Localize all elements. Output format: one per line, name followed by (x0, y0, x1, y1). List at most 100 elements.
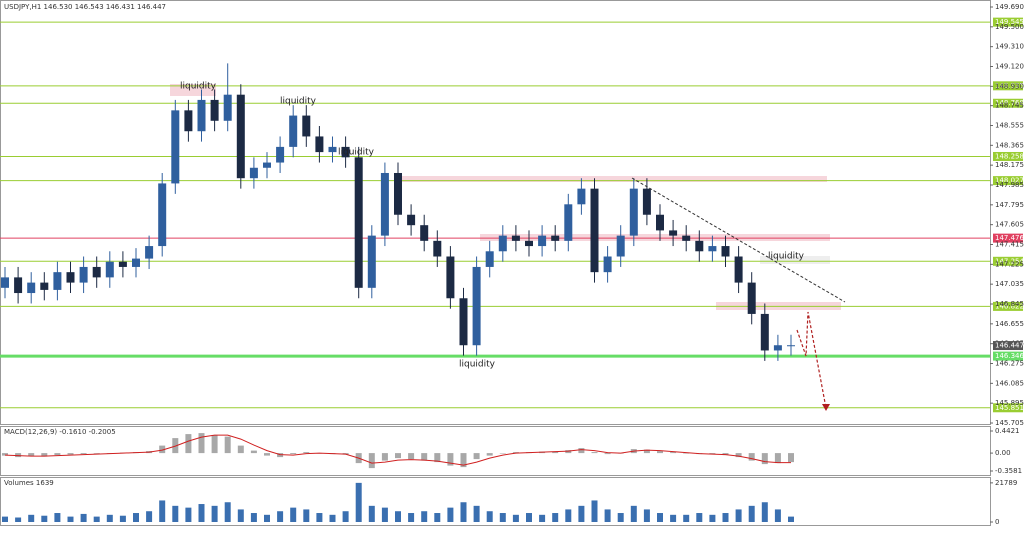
candle-body (656, 214, 664, 231)
macd-panel (0, 426, 991, 476)
candle-body (760, 313, 769, 351)
candle-body (590, 188, 599, 273)
candle-body (341, 146, 350, 158)
y-tick-label: 149.120 (995, 63, 1024, 71)
volume-bar (159, 500, 166, 522)
macd-bar (159, 445, 166, 454)
volume-bar (486, 511, 493, 522)
volume-bar (355, 482, 362, 522)
macd-bar (2, 453, 8, 456)
macd-bar (303, 452, 310, 454)
volume-bar (735, 509, 742, 522)
level-label-box (993, 81, 1023, 91)
zone (760, 256, 830, 264)
volume-bar (591, 500, 598, 522)
macd-bar (93, 453, 100, 454)
candle-body (197, 99, 206, 132)
candle-body (525, 240, 533, 247)
candle-body (145, 246, 154, 259)
candle-body (236, 94, 245, 179)
volume-bar (172, 505, 179, 522)
level-label-box (993, 403, 1023, 413)
volume-bar (748, 505, 755, 522)
candle-body (92, 266, 101, 278)
candle-body (171, 110, 180, 184)
level-label: 148.258 (995, 152, 1024, 160)
annotation: liquidity (180, 82, 217, 92)
zone (480, 234, 830, 241)
volume-bar (617, 513, 624, 522)
candle-body (302, 115, 311, 137)
price-box (993, 341, 1023, 351)
candle-body (66, 272, 75, 283)
y-tick-label: 0.4421 (995, 427, 1020, 435)
candle-body (708, 246, 717, 252)
annotation: liquidity (338, 148, 375, 158)
candle-body (263, 162, 271, 168)
volume-bar (303, 509, 310, 522)
volume-bar (119, 515, 126, 522)
volume-bar (316, 513, 323, 522)
y-tick-label: 147.985 (995, 181, 1024, 189)
volume-bar (788, 516, 794, 522)
y-tick-label: 147.605 (995, 221, 1024, 229)
macd-bar (552, 451, 559, 454)
candle-body (210, 99, 219, 121)
macd-bar (395, 453, 401, 459)
volume-bar (722, 513, 729, 522)
candle-body (105, 261, 114, 278)
volume-bar (237, 509, 244, 522)
volume-bar (761, 502, 768, 522)
level-label-box (993, 256, 1023, 266)
candle-body (446, 256, 455, 299)
y-tick-label: 149.310 (995, 43, 1024, 51)
y-tick-label: 148.930 (995, 82, 1024, 90)
macd-bar (604, 453, 611, 455)
y-tick-label: 147.795 (995, 201, 1024, 209)
volume-bar (15, 517, 22, 522)
zone (170, 84, 216, 96)
volume-bar (670, 514, 677, 522)
macd-bar (80, 453, 87, 455)
volume-bar (342, 511, 349, 522)
y-tick-label: 146.655 (995, 320, 1024, 328)
trend-line (631, 177, 846, 303)
candle-body (577, 188, 586, 205)
candle-body (564, 204, 573, 241)
candle-body (27, 282, 36, 294)
volume-bar (368, 505, 375, 522)
level-label: 145.851 (995, 404, 1024, 412)
volume-title: Volumes 1639 (4, 479, 54, 487)
volume-bar (106, 514, 113, 522)
level-label-box (993, 301, 1023, 311)
macd-bar (185, 434, 192, 454)
y-tick-label: 21789 (995, 479, 1017, 487)
y-tick-label: 149.690 (995, 3, 1024, 11)
volume-bar (630, 505, 637, 522)
volume-bar (578, 505, 585, 522)
candle-body (721, 246, 730, 257)
macd-title: MACD(12,26,9) -0.1610 -0.2005 (4, 428, 116, 436)
macd-bar (591, 452, 598, 454)
volume-bar (211, 505, 218, 522)
level-label-box (993, 233, 1023, 243)
macd-bar (41, 453, 48, 457)
level-label-box (993, 351, 1023, 361)
volume-bar (434, 513, 441, 522)
y-tick-label: -0.3581 (995, 467, 1022, 475)
candle-body (380, 172, 389, 236)
level-label: 148.935 (995, 82, 1024, 90)
y-tick-label: 145.705 (995, 419, 1024, 427)
y-tick-label: 148.745 (995, 102, 1024, 110)
macd-bar (683, 453, 690, 454)
y-tick-label: 147.035 (995, 280, 1024, 288)
volume-bar (565, 509, 572, 522)
y-tick-label: 146.275 (995, 360, 1024, 368)
price-panel (0, 0, 991, 425)
level-label: 147.254 (995, 257, 1024, 265)
candle-body (787, 345, 795, 347)
candle-body (132, 258, 140, 267)
volume-bar (643, 509, 650, 522)
volume-bar (460, 502, 467, 522)
